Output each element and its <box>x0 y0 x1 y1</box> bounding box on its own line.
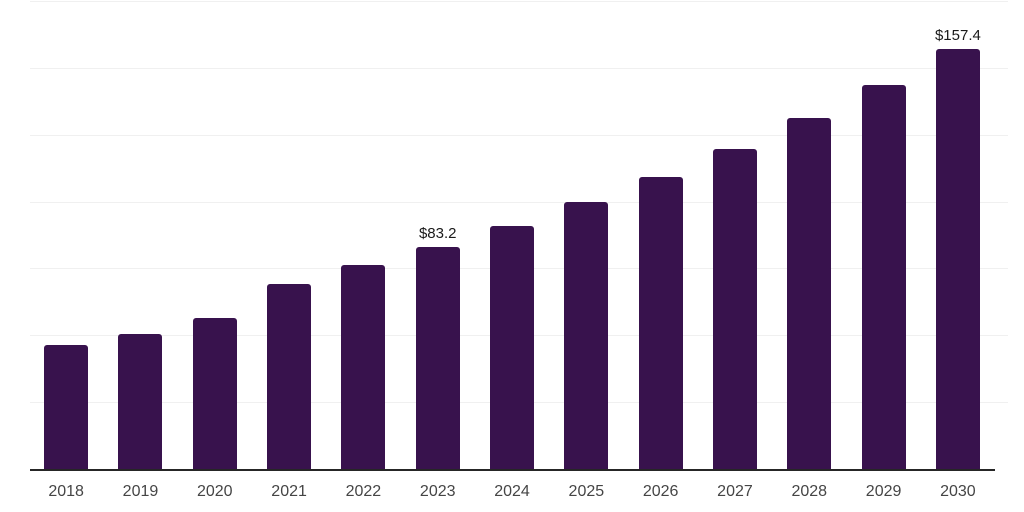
bar-column-2023: $83.2 <box>401 0 475 470</box>
bar-2020 <box>192 318 237 470</box>
x-axis-label-2020: 2020 <box>196 483 233 500</box>
bar-column-2028 <box>772 0 846 470</box>
bar-column-2020 <box>178 0 252 470</box>
x-axis-label-2027: 2027 <box>717 483 753 500</box>
x-axis-line <box>30 469 995 471</box>
bar-column-2019 <box>103 0 177 470</box>
bar-2021 <box>267 284 312 470</box>
bars-container: $83.2 $157.4 <box>29 0 995 470</box>
bar-2029 <box>861 85 906 470</box>
value-label-2023: $83.2 <box>418 225 457 242</box>
bar-2026 <box>638 177 683 470</box>
gridline <box>30 134 1008 136</box>
bar-column-2029 <box>846 0 920 470</box>
x-axis-label-2025: 2025 <box>568 483 605 500</box>
x-axis-label-2030: 2030 <box>940 483 976 500</box>
bar-2027 <box>712 149 757 470</box>
bar-2019 <box>118 334 163 470</box>
bar-column-2021 <box>252 0 326 470</box>
x-axis-labels: 2018 2019 2020 2021 2022 2023 2024 2025 2026 2027… <box>29 482 995 501</box>
gridline <box>30 201 1008 203</box>
x-axis-label-2024: 2024 <box>494 483 530 500</box>
x-axis-label-2029: 2029 <box>865 483 902 500</box>
bar-column-2024 <box>475 0 549 470</box>
bar-column-2026 <box>624 0 698 470</box>
bar-column-2027 <box>698 0 772 470</box>
x-axis-label-2028: 2028 <box>791 483 828 500</box>
bar-2024 <box>490 226 535 470</box>
bar-2022 <box>341 265 386 470</box>
bar-2028 <box>787 118 832 470</box>
bar-column-2030: $157.4 <box>921 0 995 470</box>
bar-2030 <box>935 49 980 470</box>
bar-column-2018 <box>29 0 103 470</box>
value-label-2030: $157.4 <box>934 27 981 44</box>
x-axis-label-2023: 2023 <box>419 483 456 500</box>
bar-2023 <box>415 247 460 470</box>
gridline <box>30 67 1008 69</box>
bar-2018 <box>44 345 89 470</box>
plot-area: $83.2 $157.4 <box>29 0 1008 471</box>
x-axis-label-2026: 2026 <box>642 483 679 500</box>
bar-column-2025 <box>549 0 623 470</box>
bar-column-2022 <box>326 0 400 470</box>
x-axis-label-2018: 2018 <box>48 483 84 500</box>
x-axis-label-2022: 2022 <box>345 483 382 500</box>
bar-2025 <box>564 202 609 470</box>
x-axis-label-2019: 2019 <box>122 483 159 500</box>
x-axis-label-2021: 2021 <box>271 483 307 500</box>
gridline <box>30 1 1008 2</box>
